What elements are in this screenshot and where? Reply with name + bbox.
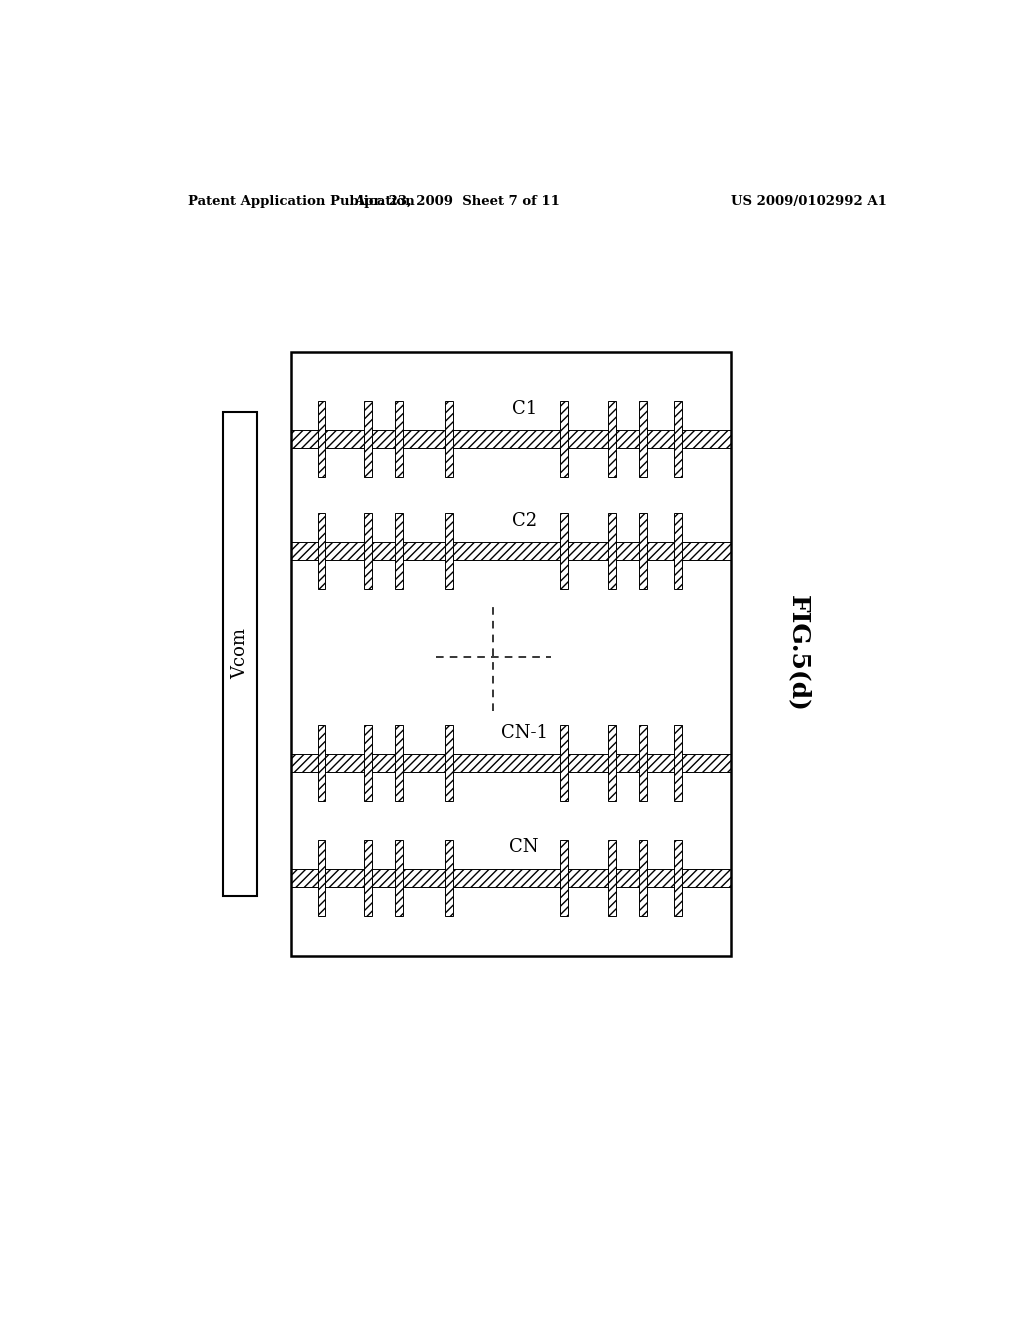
Bar [317,725,326,801]
Text: CN: CN [509,838,539,857]
Bar [291,351,731,956]
Bar [675,513,682,589]
Bar [291,754,731,772]
Bar [364,725,372,801]
Bar [291,430,731,449]
Bar [445,513,454,589]
Bar [675,725,682,801]
Bar [394,840,402,916]
Text: CN-1: CN-1 [501,723,548,742]
Text: C2: C2 [512,512,537,529]
Bar [675,840,682,916]
Bar [560,840,567,916]
Bar [560,725,567,801]
Text: Apr. 23, 2009  Sheet 7 of 11: Apr. 23, 2009 Sheet 7 of 11 [354,194,560,207]
Bar [317,401,326,478]
Bar [639,513,647,589]
Text: Vcom: Vcom [230,628,249,680]
Bar [317,513,326,589]
Bar [608,513,616,589]
Bar [608,401,616,478]
Bar [317,840,326,916]
Text: Patent Application Publication: Patent Application Publication [187,194,415,207]
Bar [560,513,567,589]
Text: US 2009/0102992 A1: US 2009/0102992 A1 [731,194,887,207]
Bar [445,840,454,916]
Bar [394,513,402,589]
Bar [394,401,402,478]
Bar [560,401,567,478]
Bar [639,725,647,801]
Bar [608,725,616,801]
Bar [445,401,454,478]
Bar [364,840,372,916]
Bar [639,401,647,478]
Bar [639,840,647,916]
Bar [394,725,402,801]
Bar [608,840,616,916]
Bar [445,725,454,801]
Bar [364,513,372,589]
Text: FIG.5(d): FIG.5(d) [786,595,811,713]
Bar [223,412,257,896]
Bar [364,401,372,478]
Bar [291,869,731,887]
Bar [291,543,731,560]
Text: C1: C1 [512,400,537,418]
Bar [675,401,682,478]
